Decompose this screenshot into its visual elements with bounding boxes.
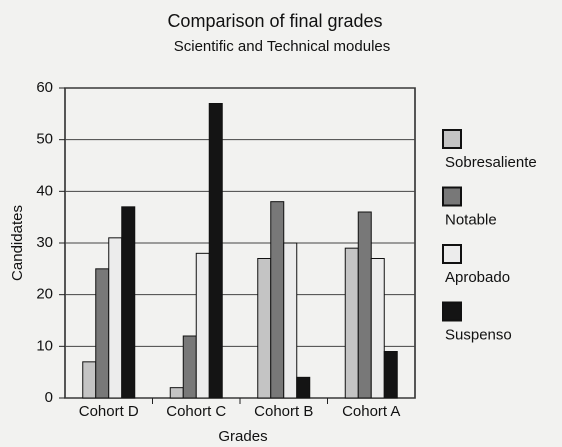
chart-subtitle: Scientific and Technical modules — [174, 38, 391, 55]
x-tick-label: Cohort A — [342, 403, 400, 420]
y-tick-label: 50 — [36, 131, 53, 148]
y-tick-label: 60 — [36, 79, 53, 96]
bar — [383, 351, 398, 399]
y-axis-label: Candidates — [9, 205, 26, 281]
bar — [82, 361, 97, 399]
x-tick-label: Cohort D — [79, 403, 139, 420]
bar — [95, 268, 110, 399]
bar — [357, 211, 372, 399]
y-tick-label: 30 — [36, 234, 53, 251]
bar — [169, 387, 184, 399]
y-tick-label: 40 — [36, 182, 53, 199]
legend-swatch — [442, 186, 462, 207]
bar — [270, 201, 285, 399]
y-tick-label: 0 — [45, 389, 53, 406]
y-tick-label: 20 — [36, 286, 53, 303]
bar — [182, 335, 197, 399]
bar — [283, 242, 298, 399]
legend-label: Sobresaliente — [445, 154, 537, 171]
legend-swatch — [442, 301, 462, 322]
bar — [208, 103, 223, 399]
legend-swatch — [442, 129, 462, 149]
bar — [344, 247, 359, 399]
legend-label: Aprobado — [445, 269, 510, 286]
legend-label: Notable — [445, 211, 497, 228]
bar — [121, 206, 136, 399]
legend-swatch — [442, 244, 462, 264]
chart-title: Comparison of final grades — [167, 11, 382, 31]
x-tick-label: Cohort B — [254, 403, 313, 420]
bar — [257, 258, 272, 399]
x-axis-label: Grades — [218, 428, 267, 445]
x-tick-label: Cohort C — [166, 403, 226, 420]
bar — [195, 252, 210, 399]
y-tick-label: 10 — [36, 337, 53, 354]
bar — [370, 258, 385, 399]
bar — [296, 376, 311, 399]
bar — [108, 237, 123, 399]
legend-label: Suspenso — [445, 326, 512, 343]
